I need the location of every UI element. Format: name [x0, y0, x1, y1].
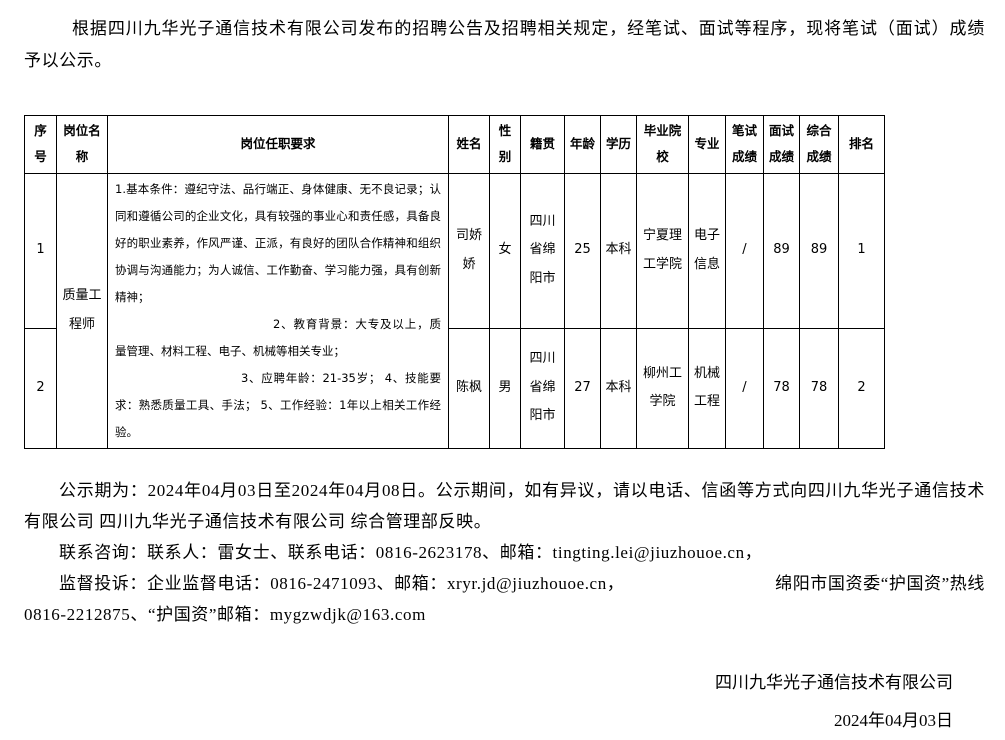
cell-name: 陈枫 — [448, 327, 490, 449]
supervision-sasac-hotline-label: 绵阳市国资委“护国资”热线 — [775, 573, 985, 593]
table-row: 1 质量工程师 1.基本条件：遵纪守法、品行端正、身体健康、无不良记录；认同和遵… — [24, 172, 885, 449]
table-header-row: 序号 岗位名称 岗位任职要求 姓名 性别 籍贯 年龄 学历 毕业院校 专业 笔试… — [24, 115, 885, 174]
cell-interview-score: 89 — [763, 172, 800, 329]
signature-block: 四川九华光子通信技术有限公司 2024年04月03日 — [24, 664, 985, 740]
requirement-age-skill-experience: 3、应聘年龄：21-35岁； 4、技能要求：熟悉质量工具、手法； 5、工作经验：… — [115, 370, 441, 439]
cell-interview-score: 78 — [763, 327, 800, 449]
header-major: 专业 — [688, 115, 726, 174]
cell-overall-score: 89 — [799, 172, 839, 329]
header-written-score: 笔试成绩 — [725, 115, 764, 174]
requirement-education: 2、教育背景：大专及以上，质量管理、材料工程、电子、机械等相关专业； — [115, 316, 441, 358]
header-interview-score: 面试成绩 — [763, 115, 800, 174]
cell-school: 宁夏理工学院 — [636, 172, 689, 329]
header-requirements: 岗位任职要求 — [107, 115, 449, 174]
cell-major: 电子信息 — [688, 172, 726, 329]
cell-school: 柳州工学院 — [636, 327, 689, 449]
cell-education: 本科 — [600, 327, 637, 449]
header-age: 年龄 — [564, 115, 601, 174]
supervision-paragraph-line2: 0816-2212875、“护国资”邮箱：mygzwdjk@163.com — [24, 604, 426, 624]
cell-requirements: 1.基本条件：遵纪守法、品行端正、身体健康、无不良记录；认同和遵循公司的企业文化… — [107, 172, 449, 449]
supervision-paragraph-line1: 监督投诉：企业监督电话：0816-2471093、邮箱：xryr.jd@jiuz… — [24, 568, 985, 599]
publicity-period-paragraph: 公示期为：2024年04月03日至2024年04月08日。公示期间，如有异议，请… — [24, 480, 985, 531]
header-seq: 序号 — [24, 115, 57, 174]
cell-overall-score: 78 — [799, 327, 839, 449]
cell-name: 司娇娇 — [448, 172, 490, 329]
header-overall-score: 综合成绩 — [799, 115, 839, 174]
notice-section: 公示期为：2024年04月03日至2024年04月08日。公示期间，如有异议，请… — [24, 475, 985, 630]
cell-education: 本科 — [600, 172, 637, 329]
cell-age: 27 — [564, 327, 601, 449]
cell-seq: 1 — [24, 172, 57, 329]
supervision-company-hotline: 监督投诉：企业监督电话：0816-2471093、邮箱：xryr.jd@jiuz… — [59, 573, 625, 593]
signature-company: 四川九华光子通信技术有限公司 — [715, 672, 953, 692]
header-hometown: 籍贯 — [520, 115, 565, 174]
cell-hometown: 四川省绵阳市 — [520, 172, 565, 329]
header-school: 毕业院校 — [636, 115, 689, 174]
intro-paragraph: 根据四川九华光子通信技术有限公司发布的招聘公告及招聘相关规定，经笔试、面试等程序… — [24, 19, 985, 70]
cell-major: 机械工程 — [688, 327, 726, 449]
cell-written-score: / — [725, 327, 764, 449]
cell-position: 质量工程师 — [56, 172, 108, 449]
cell-gender: 男 — [489, 327, 521, 449]
header-rank: 排名 — [838, 115, 885, 174]
cell-age: 25 — [564, 172, 601, 329]
table-row: 2 陈枫 男 四川省绵阳市 27 本科 柳州工学院 机械工程 / 78 78 2 — [24, 327, 885, 449]
signature-date: 2024年04月03日 — [834, 710, 953, 730]
cell-seq: 2 — [24, 327, 57, 449]
cell-hometown: 四川省绵阳市 — [520, 327, 565, 449]
cell-written-score: / — [725, 172, 764, 329]
header-position: 岗位名称 — [56, 115, 108, 174]
cell-gender: 女 — [489, 172, 521, 329]
cell-rank: 1 — [838, 172, 885, 329]
header-gender: 性别 — [489, 115, 521, 174]
header-education: 学历 — [600, 115, 637, 174]
contact-paragraph: 联系咨询：联系人：雷女士、联系电话：0816-2623178、邮箱：tingti… — [59, 542, 763, 562]
header-name: 姓名 — [448, 115, 490, 174]
cell-rank: 2 — [838, 327, 885, 449]
requirement-basic: 1.基本条件：遵纪守法、品行端正、身体健康、无不良记录；认同和遵循公司的企业文化… — [115, 181, 441, 304]
score-table: 序号 岗位名称 岗位任职要求 姓名 性别 籍贯 年龄 学历 毕业院校 专业 笔试… — [24, 115, 885, 449]
